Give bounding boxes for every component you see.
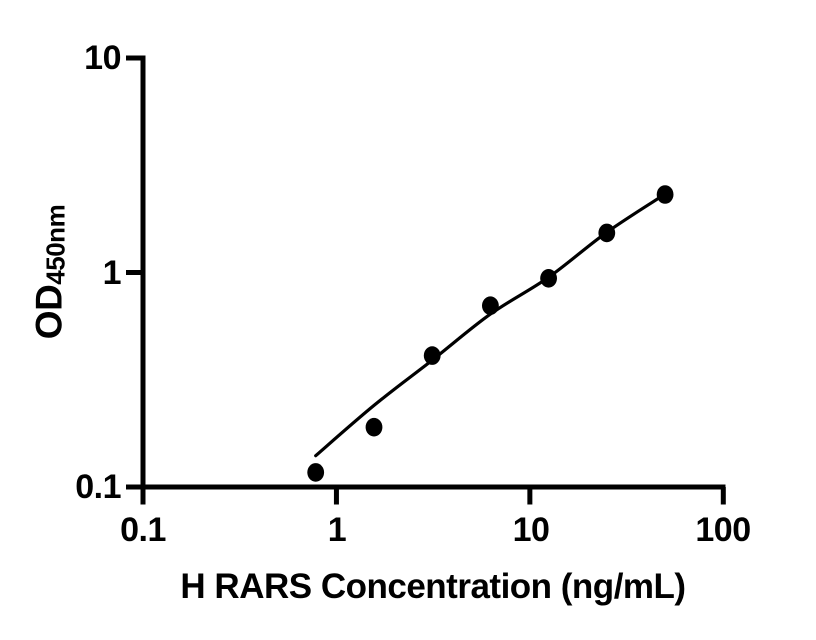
y-tick-label-0.1: 0.1 — [75, 468, 121, 506]
x-tick-label-10: 10 — [512, 511, 550, 549]
data-point-marker — [482, 296, 499, 316]
y-axis-title-subscript: 450nm — [40, 204, 71, 285]
data-point-marker — [307, 463, 325, 482]
x-tick-label-1: 1 — [327, 511, 347, 549]
data-point-marker — [423, 346, 441, 365]
y-axis-title-main: OD — [28, 284, 70, 340]
data-point-marker — [598, 223, 616, 243]
x-tick-label-100: 100 — [695, 511, 751, 549]
x-axis-title: H RARS Concentration (ng/mL) — [180, 567, 686, 606]
data-point-marker — [656, 185, 674, 204]
x-tick-label-0.1: 0.1 — [120, 511, 166, 549]
y-axis-title: OD450nm — [28, 204, 73, 340]
y-tick-label-1: 1 — [102, 254, 122, 292]
axis-frame — [126, 55, 726, 505]
data-point-marker — [540, 269, 557, 288]
data-point-marker — [365, 417, 383, 437]
y-tick-label-10: 10 — [84, 39, 121, 77]
